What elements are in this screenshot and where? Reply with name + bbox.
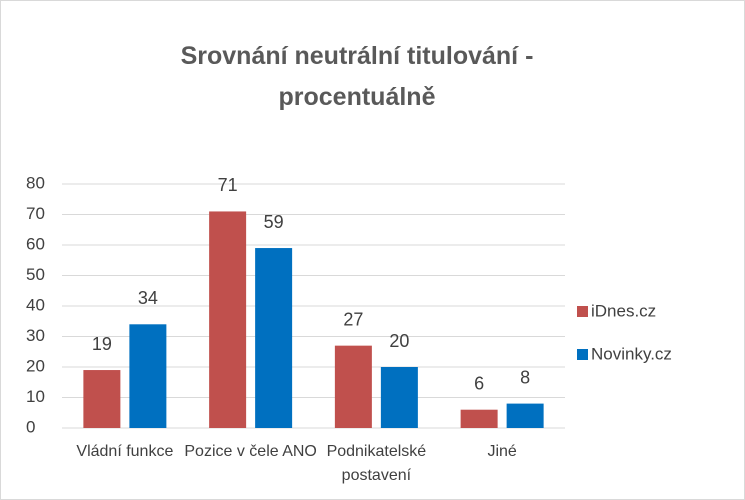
y-tick-label: 0: [26, 417, 35, 436]
y-tick-label: 80: [26, 173, 45, 192]
legend-label: iDnes.cz: [591, 301, 656, 320]
data-label: 8: [520, 367, 530, 387]
data-label: 6: [474, 373, 484, 393]
y-tick-label: 20: [26, 356, 45, 375]
bar: [380, 367, 418, 428]
bar: [506, 403, 544, 428]
bar: [460, 409, 498, 428]
bar: [209, 211, 247, 428]
data-label: 34: [138, 288, 158, 308]
legend-swatch: [577, 306, 588, 317]
bar: [255, 248, 293, 428]
data-label: 27: [343, 309, 363, 329]
y-tick-label: 60: [26, 234, 45, 253]
bar: [334, 345, 372, 428]
y-tick-label: 30: [26, 326, 45, 345]
bar: [83, 370, 121, 428]
data-label: 71: [218, 175, 238, 195]
legend-label: Novinky.cz: [591, 344, 672, 363]
y-tick-label: 40: [26, 295, 45, 314]
x-tick-label: Podnikatelské postavení: [326, 443, 427, 484]
y-tick-label: 50: [26, 265, 45, 284]
data-label: 20: [389, 331, 409, 351]
bar: [129, 324, 167, 428]
chart-title: Srovnání neutrální titulování - procentu…: [180, 42, 534, 111]
x-tick-label: Vládní funkce: [76, 443, 174, 460]
y-tick-label: 70: [26, 204, 45, 223]
data-label: 19: [92, 334, 112, 354]
data-label: 59: [264, 212, 284, 232]
y-tick-label: 10: [26, 387, 45, 406]
legend-swatch: [577, 349, 588, 360]
x-tick-label: Pozice v čele ANO: [184, 443, 317, 460]
x-tick-label: Jiné: [487, 443, 517, 460]
